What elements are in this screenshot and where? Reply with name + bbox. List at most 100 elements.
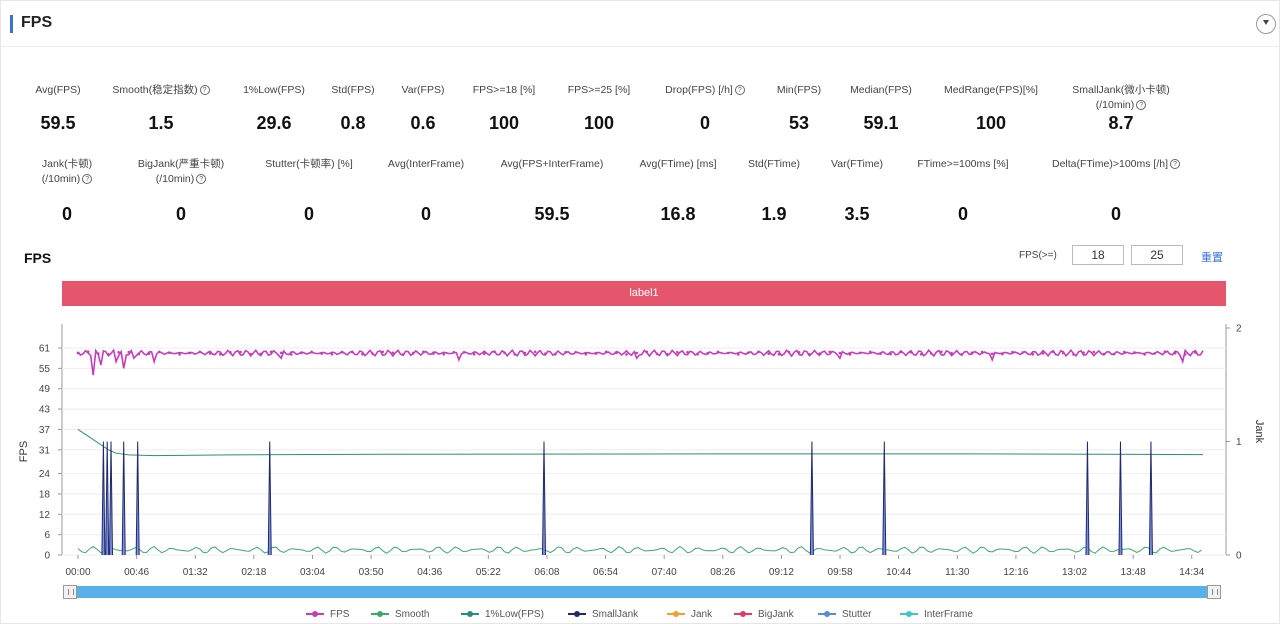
legend-label: Jank [691, 609, 713, 620]
label-bar[interactable]: label1 [62, 281, 1226, 306]
reset-link[interactable]: 重置 [1201, 252, 1223, 264]
legend-label: Smooth [395, 609, 430, 620]
legend-item[interactable]: InterFrame [900, 609, 973, 620]
series-fps-point [513, 353, 517, 356]
help-icon[interactable]: ? [734, 85, 745, 96]
legend-item[interactable]: Jank [667, 609, 712, 620]
series-fps-point [980, 350, 984, 354]
x-tick-label: 09:12 [769, 567, 794, 578]
metric-label: Var(FTime) [792, 157, 922, 172]
series-fps-point [493, 350, 496, 354]
metric-metrics-row1-3: Std(FPS) 0.8 [288, 83, 418, 137]
x-tick-label: 07:40 [652, 567, 677, 578]
legend-label: FPS [330, 609, 350, 620]
series-fps-point [401, 353, 405, 356]
metric-metrics-row2-7: Var(FTime) 3.5 [792, 157, 922, 228]
series-fps-point [259, 352, 263, 356]
metric-label-text: Smooth(稳定指数) [112, 84, 198, 96]
series-fps-point [909, 351, 913, 354]
metric-value: 100 [975, 113, 1007, 133]
series-fps-point [1183, 353, 1187, 356]
series-fps-point [584, 352, 588, 356]
legend-item[interactable]: FPS [306, 609, 349, 620]
series-fps-point [472, 352, 476, 356]
help-icon[interactable]: ? [199, 85, 210, 96]
slider-track[interactable] [75, 586, 1209, 598]
series-fps-point [665, 352, 669, 356]
fps-threshold-input-1[interactable] [1072, 245, 1124, 265]
series-fps-point [797, 351, 801, 354]
series-fps-point [1021, 351, 1024, 354]
legend-swatch [667, 611, 685, 618]
legend-label: 1%Low(FPS) [485, 609, 544, 620]
series-fps-point [218, 353, 222, 356]
series-fps-point [1153, 352, 1156, 355]
x-tick-label: 06:54 [593, 567, 618, 578]
series-fps-point [310, 350, 313, 354]
metric-label: Avg(InterFrame) [361, 157, 491, 172]
metric-label: Jank(卡顿) (/10min)? [2, 157, 132, 187]
series-smooth-line [77, 545, 1202, 554]
legend-item[interactable]: 1%Low(FPS) [461, 609, 544, 620]
series-fps-point [970, 351, 974, 354]
series-smalljank-spike [1085, 441, 1090, 556]
metric-metrics-row2-5: Avg(FTime) [ms] 16.8 [613, 157, 743, 228]
help-icon[interactable]: ? [82, 174, 93, 185]
series-fps-point [249, 352, 252, 356]
metric-value: 0 [303, 204, 314, 224]
series-fps-point [990, 352, 994, 356]
legend-swatch [568, 611, 586, 618]
series-fps-point [940, 350, 943, 353]
legend-swatch [371, 611, 389, 618]
metric-label-text: Var(FTime) [831, 158, 883, 170]
series-fps-point [147, 352, 151, 356]
x-tick-label: 03:50 [359, 567, 384, 578]
slider-left-handle[interactable] [63, 585, 77, 599]
x-tick-label: 06:08 [534, 567, 559, 578]
slider-right-handle[interactable] [1207, 585, 1221, 599]
metric-label-text: FTime>=100ms [%] [917, 158, 1009, 170]
collapse-chevron-icon[interactable] [1256, 14, 1276, 34]
series-fps-point [411, 351, 415, 355]
series-fps-point [137, 352, 141, 356]
y-tick-label: 31 [39, 445, 51, 456]
panel-title: FPS [21, 14, 53, 31]
help-icon[interactable]: ? [1136, 100, 1147, 111]
help-icon[interactable]: ? [1170, 159, 1181, 170]
series-fps-point [1082, 351, 1085, 354]
series-fps-point [676, 350, 679, 354]
series-fps-point [1123, 350, 1126, 354]
series-fps-point [533, 350, 537, 354]
help-icon[interactable]: ? [196, 174, 207, 185]
metric-metrics-row1-6: FPS>=25 [%] 100 [534, 83, 664, 137]
series-fps-point [442, 353, 446, 356]
series-fps-point [279, 351, 283, 355]
time-range-slider[interactable] [63, 585, 1221, 599]
legend-item[interactable]: BigJank [734, 609, 794, 620]
series-fps-point [930, 352, 933, 355]
metric-value: 1.5 [148, 113, 174, 133]
metric-label-text: MedRange(FPS)[%] [944, 84, 1038, 96]
x-tick-label: 09:58 [828, 567, 853, 578]
series-fps-point [554, 352, 557, 356]
x-tick-label: 05:22 [476, 567, 501, 578]
legend-item[interactable]: Stutter [818, 609, 871, 620]
legend-item[interactable]: SmallJank [568, 609, 638, 620]
metric-label: 1%Low(FPS) [209, 83, 339, 98]
metric-label-unit: (/10min) [41, 173, 81, 185]
series-fps-point [604, 350, 608, 354]
series-fps-point [158, 350, 161, 354]
legend-label: InterFrame [924, 609, 973, 620]
metric-value: 100 [583, 113, 615, 133]
y2-tick-label: 2 [1236, 324, 1242, 335]
metric-label-text: BigJank(严重卡顿) [137, 158, 225, 170]
series-smalljank-spike [809, 441, 814, 556]
series-fps-point [300, 351, 303, 355]
series-fps-point [818, 352, 821, 355]
metric-label-text: Var(FPS) [401, 84, 445, 96]
series-fps-point [737, 353, 740, 356]
legend-item[interactable]: Smooth [371, 609, 429, 620]
y-tick-label: 6 [44, 530, 50, 541]
fps-threshold-input-2[interactable] [1131, 245, 1183, 265]
metric-value: 53 [788, 113, 810, 133]
